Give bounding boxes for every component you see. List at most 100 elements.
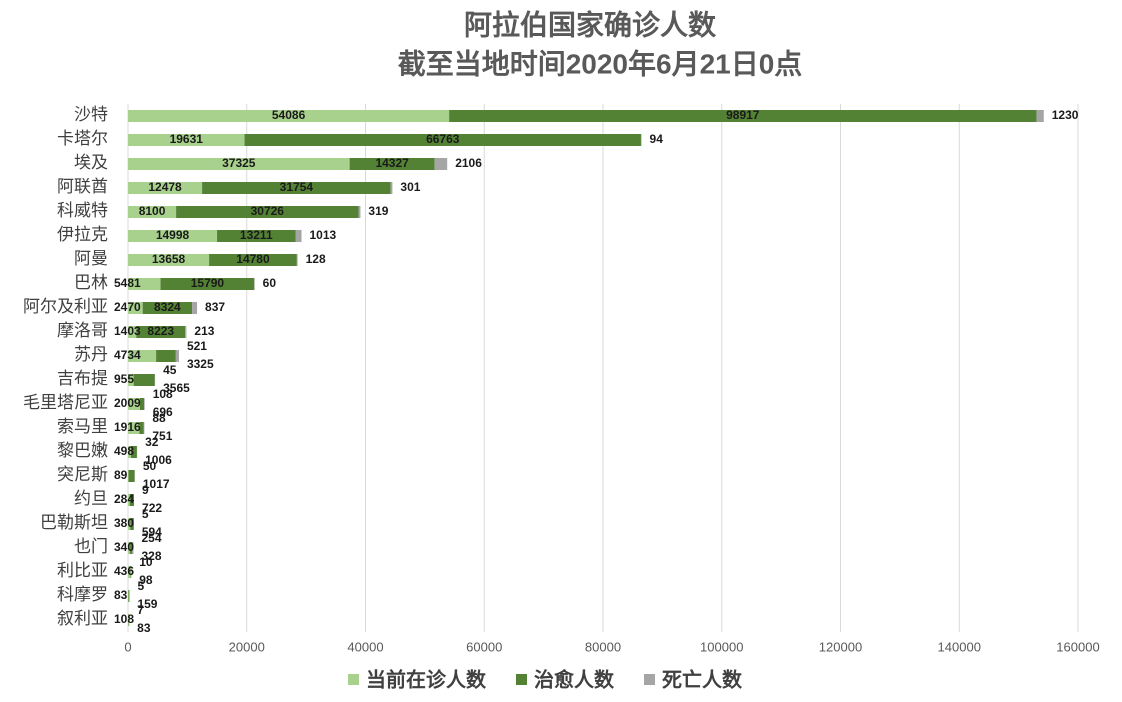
data-label: 14780 xyxy=(236,252,270,266)
data-label: 50 xyxy=(143,459,157,473)
data-label: 301 xyxy=(400,180,420,194)
legend-label: 治愈人数 xyxy=(534,667,615,691)
bar-segment xyxy=(244,134,641,146)
bar-segment xyxy=(128,518,131,530)
category-label: 沙特 xyxy=(74,105,108,124)
data-label: 10 xyxy=(139,555,153,569)
bar-segment xyxy=(128,398,140,410)
data-label: 94 xyxy=(650,132,664,146)
data-label: 498 xyxy=(114,444,134,458)
category-label: 科威特 xyxy=(57,201,108,220)
category-label: 卡塔尔 xyxy=(57,129,108,148)
bar-segment xyxy=(128,254,210,266)
data-label: 3325 xyxy=(187,357,214,371)
bar-segment xyxy=(192,302,198,314)
data-label: 3565 xyxy=(163,381,190,395)
data-label: 88 xyxy=(152,411,166,425)
data-label: 54086 xyxy=(272,108,306,122)
category-label: 摩洛哥 xyxy=(57,321,108,340)
data-label: 328 xyxy=(141,549,161,563)
chart-title: 阿拉伯国家确诊人数 xyxy=(464,8,717,40)
bar-segment xyxy=(143,422,145,434)
category-label: 阿尔及利亚 xyxy=(23,297,108,316)
bar-segment xyxy=(449,110,1037,122)
data-label: 2009 xyxy=(114,396,141,410)
data-label: 213 xyxy=(194,324,214,338)
bar-segment xyxy=(434,158,448,170)
bar-segment xyxy=(133,374,155,386)
data-label: 1230 xyxy=(1052,108,1079,122)
bar-segment xyxy=(209,254,297,266)
data-label: 955 xyxy=(114,372,134,386)
data-label: 521 xyxy=(187,339,207,353)
bar-segment xyxy=(202,182,391,194)
category-label: 苏丹 xyxy=(74,345,108,364)
data-label: 13211 xyxy=(240,228,273,242)
bar-segment xyxy=(130,542,132,554)
bar-segment xyxy=(295,230,302,242)
data-label: 12478 xyxy=(148,180,182,194)
bar-segment xyxy=(128,470,135,482)
bar-segment xyxy=(128,134,245,146)
category-label: 埃及 xyxy=(74,153,108,172)
category-label: 伊拉克 xyxy=(57,225,108,244)
data-label: 1916 xyxy=(114,420,141,434)
bar-segment xyxy=(128,422,140,434)
x-tick-label: 60000 xyxy=(466,639,502,654)
bar-segment xyxy=(139,398,145,410)
bar-segment xyxy=(128,374,134,386)
data-label: 5 xyxy=(142,507,149,521)
data-label: 8100 xyxy=(139,204,166,218)
bar-segment xyxy=(128,326,137,338)
data-label: 4734 xyxy=(114,348,141,362)
category-label: 约旦 xyxy=(74,489,108,508)
bar-segment xyxy=(217,230,296,242)
bar-segment xyxy=(130,446,137,458)
category-label: 黎巴嫩 xyxy=(57,441,108,460)
category-label: 突尼斯 xyxy=(57,465,108,484)
bar-segment xyxy=(128,230,218,242)
category-label: 阿曼 xyxy=(74,249,108,268)
x-tick-label: 40000 xyxy=(347,639,383,654)
bar-segment xyxy=(128,182,203,194)
category-label: 阿联酋 xyxy=(57,177,108,196)
data-label: 1013 xyxy=(310,228,337,242)
bar-segment xyxy=(142,302,193,314)
bar-segment xyxy=(130,518,134,530)
data-label: 722 xyxy=(142,501,162,515)
legend-label: 当前在诊人数 xyxy=(366,667,487,691)
bar-segment xyxy=(349,158,435,170)
bar-segment xyxy=(390,182,393,194)
data-label: 1017 xyxy=(143,477,170,491)
data-label: 30726 xyxy=(251,204,285,218)
bar-segment xyxy=(128,494,130,506)
data-label: 60 xyxy=(263,276,277,290)
bar-segment xyxy=(128,110,450,122)
bar-segment xyxy=(128,614,129,626)
data-label: 5481 xyxy=(114,276,141,290)
bar-segment xyxy=(1036,110,1044,122)
data-label: 14998 xyxy=(156,228,190,242)
data-label: 1403 xyxy=(114,324,141,338)
category-label: 巴勒斯坦 xyxy=(40,513,108,532)
x-tick-label: 80000 xyxy=(585,639,621,654)
data-label: 89 xyxy=(114,468,128,482)
data-label: 2106 xyxy=(455,156,482,170)
chart-subtitle: 截至当地时间2020年6月21日0点 xyxy=(398,47,803,79)
bar-segment xyxy=(156,350,176,362)
legend-swatch xyxy=(516,674,527,685)
category-label: 毛里塔尼亚 xyxy=(23,393,108,412)
data-label: 2470 xyxy=(114,300,141,314)
data-label: 13658 xyxy=(152,252,186,266)
data-label: 31754 xyxy=(280,180,314,194)
data-label: 66763 xyxy=(426,132,460,146)
data-label: 32 xyxy=(145,435,159,449)
bar-segment xyxy=(296,254,298,266)
bar-segment xyxy=(128,542,131,554)
bar-segment xyxy=(176,206,359,218)
data-label: 83 xyxy=(137,621,151,635)
bar-segment xyxy=(128,278,161,290)
data-label: 1006 xyxy=(145,453,172,467)
data-label: 284 xyxy=(114,492,134,506)
